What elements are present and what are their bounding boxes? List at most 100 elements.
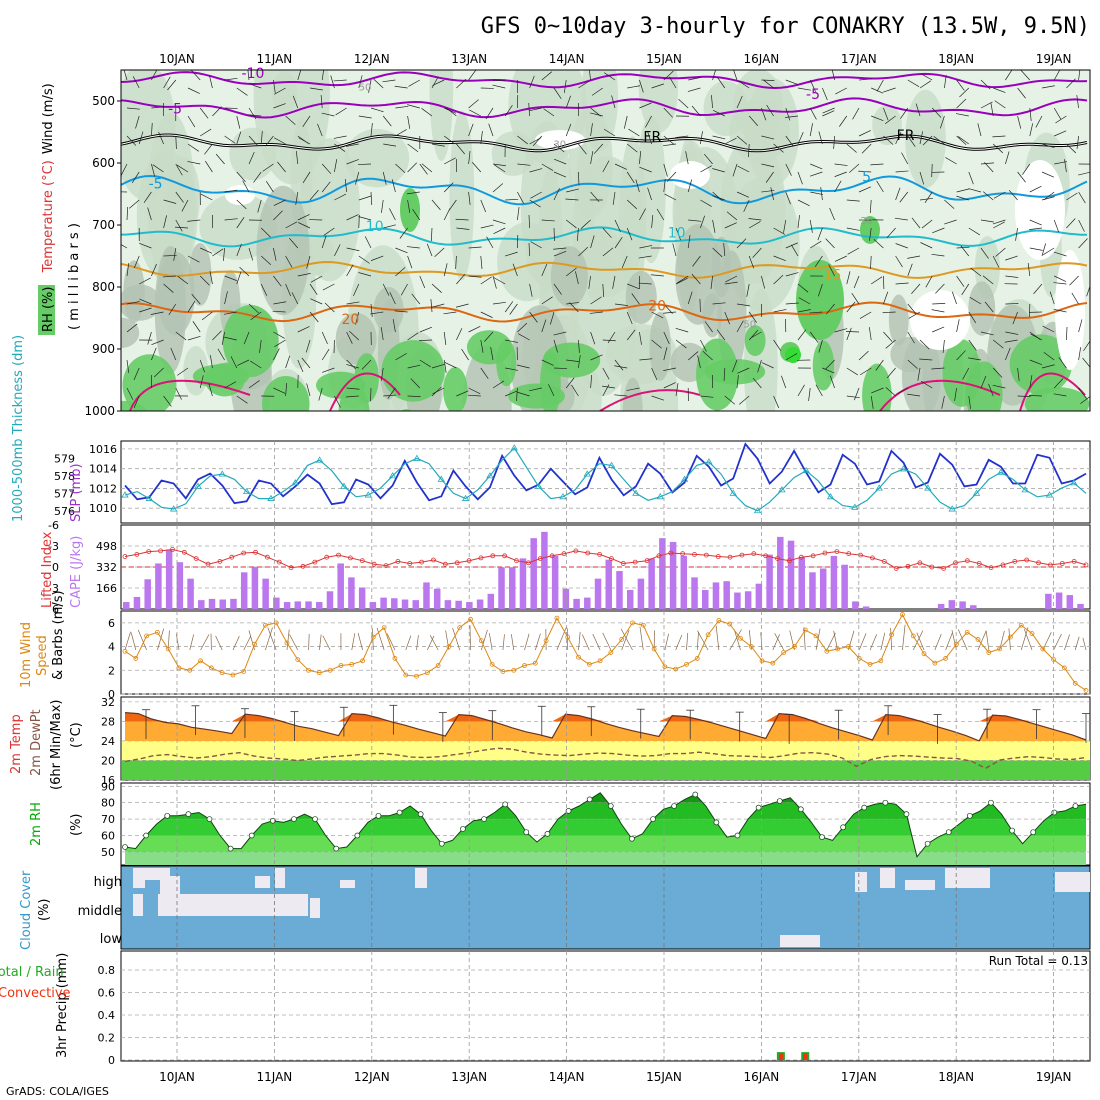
li-point: [1000, 562, 1006, 568]
li-point: [964, 558, 970, 564]
wind-barb: [468, 246, 482, 249]
cape-bar: [208, 598, 216, 609]
slp-tick: 1012: [89, 482, 117, 495]
wind-barb: [208, 383, 213, 397]
wind-barb: [1053, 251, 1067, 257]
wind-barb: [289, 634, 299, 651]
rh-shade: [466, 330, 512, 365]
isotherm: [121, 97, 1088, 119]
wind-barb: [697, 355, 701, 369]
wind-barb: [277, 161, 286, 173]
wind-barb: [176, 164, 189, 173]
wind-barb: [691, 105, 701, 117]
wind-barb: [907, 263, 913, 277]
wind-point: [651, 646, 657, 652]
wind-barb: [138, 131, 144, 145]
wind-barb: [1074, 636, 1080, 651]
wind-barb: [785, 191, 791, 205]
wind-point: [511, 667, 517, 673]
ylabel-temperature: Temperature (°C): [41, 160, 56, 273]
wind-barb: [638, 255, 652, 259]
run-total-annotation: Run Total = 0.13: [989, 954, 1088, 968]
wind-barb: [407, 332, 419, 341]
wind-point: [662, 664, 668, 670]
thickness-point: [948, 505, 956, 512]
wind-barb: [647, 131, 652, 145]
wind-barb: [260, 255, 272, 266]
cape-bar: [787, 540, 795, 609]
wind-barb: [297, 326, 310, 333]
wind-barb: [319, 634, 322, 651]
rh-shade: [335, 312, 377, 365]
li-tick: 6: [52, 603, 59, 616]
wind-barb: [921, 219, 933, 229]
wind-barb: [894, 217, 908, 221]
wind-barb: [956, 98, 967, 109]
wind-barb: [209, 271, 213, 285]
day-label-top: 11JAN: [257, 52, 293, 66]
wind-barb: [988, 383, 994, 397]
wind-barb: [469, 109, 481, 117]
wind-barb: [915, 103, 921, 117]
cape-bar: [133, 596, 141, 609]
wind-barb: [444, 361, 457, 369]
wind-barb: [250, 360, 262, 369]
wind-barb: [358, 115, 372, 119]
cape-bar: [755, 583, 763, 609]
wind-barb: [486, 236, 494, 249]
li-point: [229, 554, 235, 560]
wind-barb: [724, 137, 737, 145]
wind-barb: [236, 171, 246, 182]
wind-barb: [236, 395, 248, 404]
wind-barb: [602, 385, 616, 389]
wind-barb: [1042, 247, 1055, 256]
wind-barb: [492, 84, 506, 89]
rh2m-point: [861, 804, 868, 811]
thickness-point: [826, 493, 835, 500]
wind-barb: [895, 255, 903, 268]
wind-point: [500, 669, 506, 674]
slp-tick: 1016: [89, 443, 117, 456]
wind-barb: [1091, 215, 1093, 228]
wind-point: [932, 660, 938, 666]
temp-tick: 24: [101, 735, 115, 748]
wind-barb: [358, 216, 372, 221]
wind-tick: 6: [108, 617, 115, 630]
wind-barb: [529, 75, 535, 89]
ylabel-minmax: (6hr Min/Max): [49, 700, 64, 790]
wind-barb: [322, 283, 335, 291]
wind-barb: [529, 311, 538, 323]
rh-shade: [649, 311, 671, 381]
wind-barb: [224, 218, 238, 221]
wind-point: [403, 672, 409, 678]
wind-barb: [147, 207, 152, 221]
wind-barb: [1041, 243, 1046, 257]
wind-barb: [517, 322, 528, 333]
wind-barb: [381, 199, 384, 213]
isotherm: [599, 389, 701, 411]
rh2m-point: [206, 816, 213, 822]
cape-bar: [584, 597, 591, 609]
wind-barb: [468, 191, 471, 205]
wind-barb: [191, 293, 201, 305]
li-point: [881, 559, 887, 564]
li-point: [1071, 559, 1077, 564]
wind-barb: [177, 367, 189, 376]
wind-barb: [919, 197, 933, 201]
wind-barb: [432, 387, 445, 395]
day-label-bottom: 10JAN: [159, 1070, 195, 1084]
thickness-point: [753, 507, 762, 514]
wind-barb: [871, 387, 884, 394]
wind-barb: [900, 107, 909, 119]
rh-shade: [942, 339, 981, 407]
wind-barb: [581, 634, 590, 651]
day-label-top: 13JAN: [451, 52, 487, 66]
wind-barb: [645, 115, 652, 128]
wind-barb: [217, 348, 225, 361]
wind-barb: [626, 227, 633, 241]
pressure-tick: 1000: [84, 404, 115, 418]
wind-barb: [603, 128, 616, 137]
wind-barb: [627, 283, 640, 290]
wind-barb: [1029, 227, 1043, 230]
